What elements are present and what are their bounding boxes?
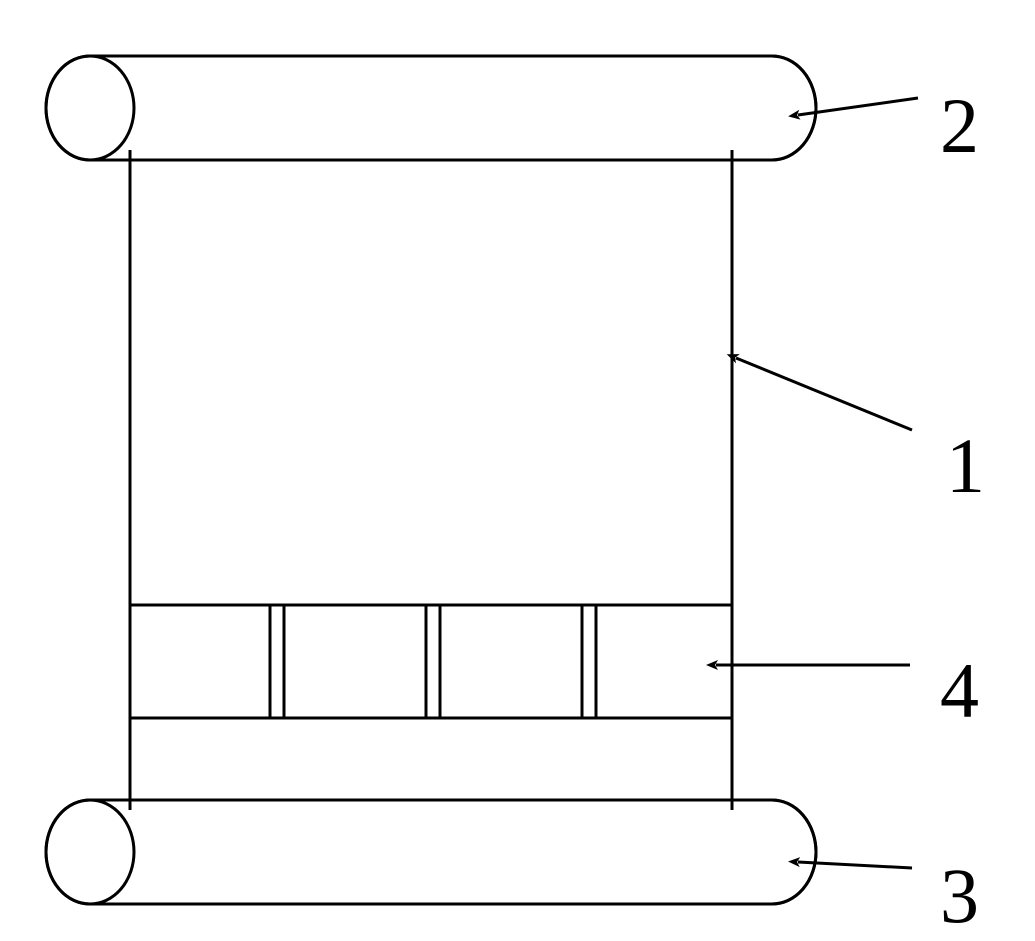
callout-label-4: 4 — [940, 646, 979, 736]
callout-label-1: 1 — [946, 421, 985, 511]
top-cylinder-mask — [90, 53, 772, 163]
bottom-cylinder-mask — [90, 797, 772, 907]
callout-arrow-1 — [736, 358, 912, 430]
callout-label-3: 3 — [940, 851, 979, 941]
callout-label-2: 2 — [940, 81, 979, 171]
body-rect — [130, 150, 732, 810]
